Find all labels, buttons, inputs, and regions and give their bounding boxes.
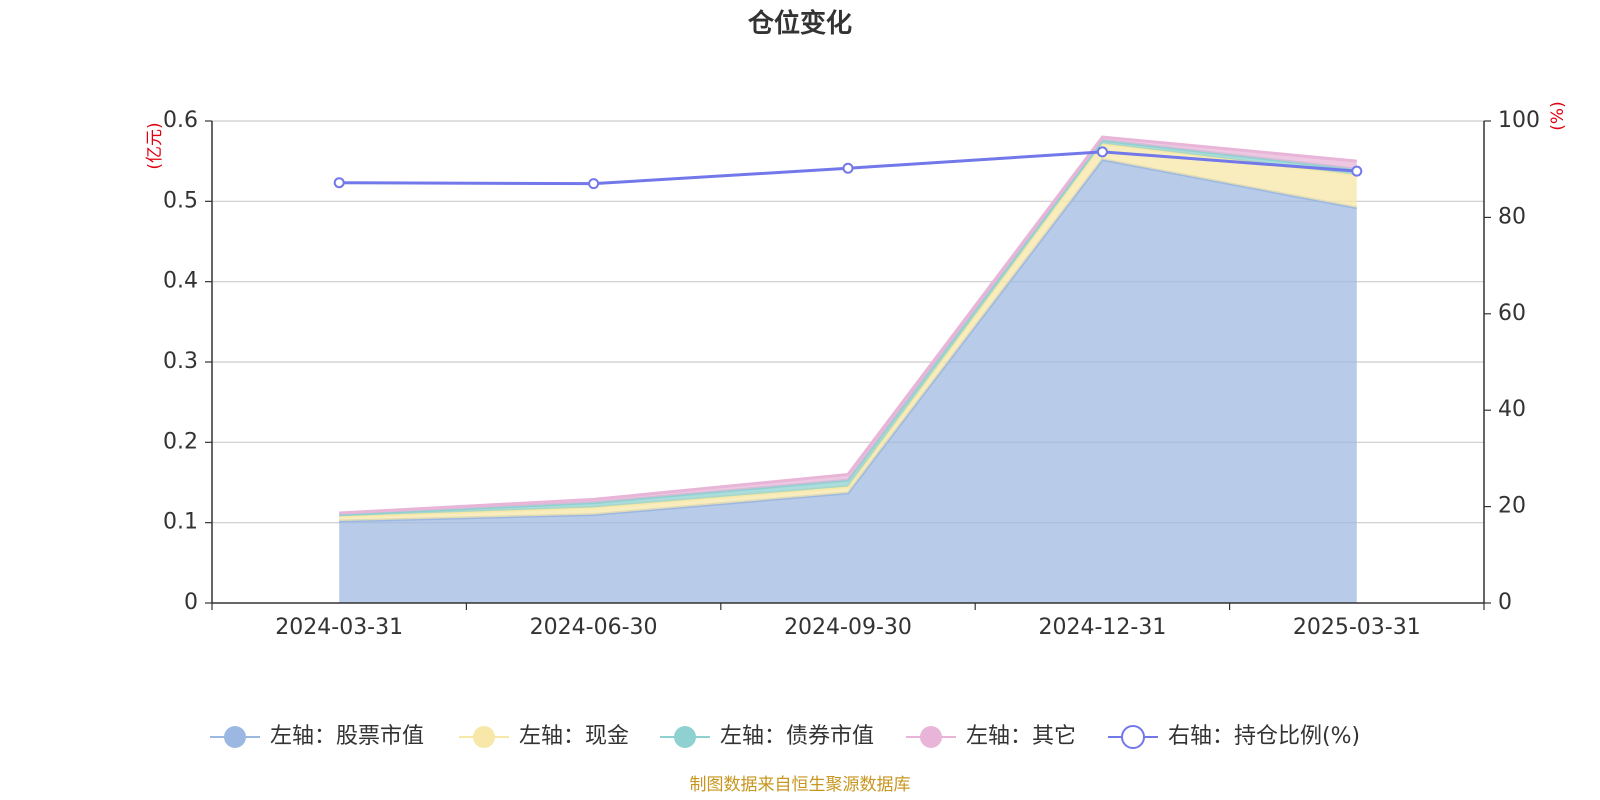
stacked-areas	[339, 135, 1358, 603]
left-tick-label: 0.1	[163, 510, 198, 535]
left-tick-label: 0.4	[163, 269, 198, 294]
area-2	[339, 143, 1357, 522]
chart-title: 仓位变化	[747, 8, 852, 39]
right-tick-label: 80	[1498, 204, 1526, 229]
axes: 0 0.1 0.2 0.3 0.4 0.5 0.6 0 20 40 60 80 100 2024-03-3…	[163, 108, 1540, 640]
x-tick-label: 2024-06-30	[530, 615, 658, 640]
holding-ratio-point	[333, 177, 345, 189]
legend-label: 左轴：其它	[966, 724, 1076, 749]
area-1	[339, 159, 1357, 603]
right-tick-label: 40	[1498, 397, 1526, 422]
x-tick-label: 2024-12-31	[1038, 615, 1166, 640]
right-tick-label: 20	[1498, 494, 1526, 519]
legend-item: 右轴：持仓比例(%)	[1108, 724, 1360, 749]
legend-label: 左轴：现金	[519, 724, 629, 749]
x-tick-label: 2024-03-31	[275, 615, 403, 640]
left-tick-label: 0.3	[163, 349, 198, 374]
right-tick-label: 60	[1498, 301, 1526, 326]
area-edge-4	[339, 135, 1357, 515]
source-note: 制图数据来自恒生聚源数据库	[690, 775, 911, 795]
left-tick-label: 0.6	[163, 108, 198, 133]
legend-marker-icon	[1121, 725, 1145, 749]
left-axis-unit: (亿元)	[145, 122, 165, 169]
left-tick-label: 0	[184, 590, 198, 615]
holding-ratio-point	[1096, 146, 1108, 158]
legend-label: 右轴：持仓比例(%)	[1168, 724, 1360, 749]
left-tick-label: 0.5	[163, 188, 198, 213]
holding-ratio-line	[333, 146, 1363, 190]
legend-label: 左轴：债券市值	[720, 724, 874, 749]
legend-item: 左轴：股票市值	[210, 724, 424, 749]
legend-label: 左轴：股票市值	[270, 724, 424, 749]
legend-marker-icon	[920, 726, 942, 748]
legend-marker-icon	[473, 726, 495, 748]
holding-ratio-point	[842, 162, 854, 174]
left-tick-label: 0.2	[163, 429, 198, 454]
holding-ratio-point	[588, 178, 600, 190]
right-tick-label: 0	[1498, 590, 1512, 615]
legend-marker-icon	[674, 726, 696, 748]
legend-marker-icon	[224, 726, 246, 748]
legend: 左轴：股票市值 左轴：现金 左轴：债券市值 左轴：其它 右轴：持仓比例(%)	[210, 724, 1360, 749]
legend-item: 左轴：其它	[906, 724, 1076, 749]
x-tick-label: 2024-09-30	[784, 615, 912, 640]
holding-ratio-point	[1351, 165, 1363, 177]
legend-item: 左轴：债券市值	[660, 724, 874, 749]
right-tick-label: 100	[1498, 108, 1540, 133]
right-axis-unit: (%)	[1548, 101, 1568, 130]
x-tick-label: 2025-03-31	[1293, 615, 1421, 640]
legend-item: 左轴：现金	[459, 724, 629, 749]
